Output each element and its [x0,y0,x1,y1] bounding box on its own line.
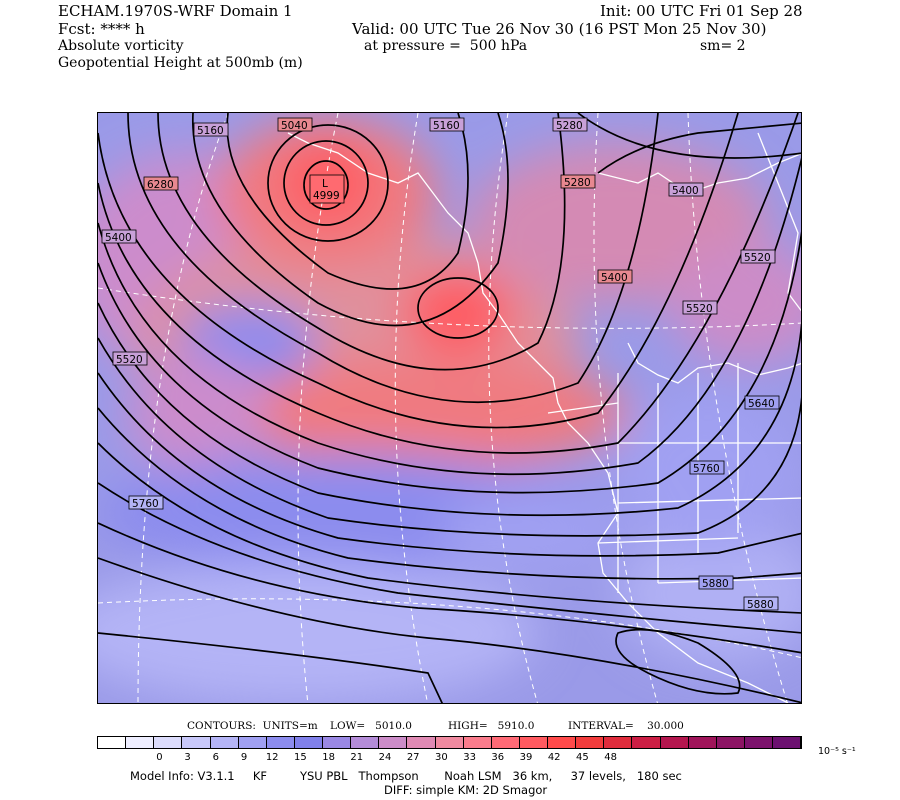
colorbar-tick-label: 33 [463,752,476,763]
vorticity-field [98,113,801,703]
contour-label: 5280 [564,177,591,189]
contour-label: 5880 [702,578,729,590]
contour-label: 5160 [197,125,224,137]
colorbar-tick-label: 39 [519,752,533,763]
colorbar-tick-label: 42 [547,752,561,763]
colorbar-tick-label: 12 [265,752,279,763]
colorbar-units: 10⁻⁵ s⁻¹ [818,746,856,757]
colorbar-swatch [323,737,352,748]
colorbar-tick-label: 21 [350,752,364,763]
model-info: Model Info: V3.1.1 KF YSU PBL Thompson N… [130,769,682,783]
colorbar-swatch [294,737,323,748]
init-time: Init: 00 UTC Fri 01 Sep 28 [600,2,803,20]
contour-label: 5400 [105,232,132,244]
contour-label: 5640 [748,398,775,410]
contour-label: 5520 [116,354,143,366]
contour-label: 5760 [132,498,159,510]
colorbar-swatch [519,737,548,748]
contour-label: 5880 [747,599,774,611]
contours-units: CONTOURS: UNITS=m [187,720,318,732]
low-center-marker: L 4999 [309,174,345,204]
contour-label: 5520 [686,303,713,315]
contour-label: 5760 [693,463,720,475]
colorbar-swatch [154,737,183,748]
colorbar-swatch [407,737,436,748]
contours-low: LOW= 5010.0 [330,720,412,732]
colorbar-tick-label: 3 [184,752,191,763]
low-value: 4999 [313,190,340,202]
colorbar-swatch [126,737,155,748]
colorbar-swatch [632,737,661,748]
map-svg: L 4999 5160 5040 5160 5280 6280 5400 528… [98,113,801,703]
field-geopotential: Geopotential Height at 500mb (m) [58,55,303,71]
pressure-level: at pressure = 500 hPa [364,38,528,54]
contour-label: 5400 [601,272,628,284]
colorbar-tick-label: 48 [604,752,617,763]
colorbar-swatch [604,737,633,748]
contours-high: HIGH= 5910.0 [448,720,535,732]
colorbar-swatch [351,737,380,748]
colorbar-tick-label: 36 [491,752,505,763]
colorbar-swatch [716,737,745,748]
colorbar-tick-label: 6 [212,752,219,763]
smoothing: sm= 2 [700,38,746,54]
valid-time: Valid: 00 UTC Tue 26 Nov 30 (16 PST Mon … [352,20,767,38]
colorbar-swatch [210,737,239,748]
colorbar-tick-label: 18 [322,752,335,763]
contour-label: 5280 [556,120,583,132]
map-panel: L 4999 5160 5040 5160 5280 6280 5400 528… [97,112,802,704]
colorbar-tick-label: 24 [378,752,392,763]
colorbar-swatch [98,737,127,748]
colorbar-swatch [744,737,773,748]
colorbar-swatch [182,737,211,748]
colorbar-swatch [238,737,267,748]
contour-labels: 5160 5040 5160 5280 6280 5400 5280 5400 … [101,117,780,611]
colorbar-swatch [435,737,464,748]
colorbar-swatch [773,737,802,748]
colorbar-tick-label: 27 [406,752,420,763]
colorbar-tick-label: 9 [240,752,248,763]
model-title: ECHAM.1970S-WRF Domain 1 [58,2,293,20]
colorbar-tick-label: 45 [576,752,589,763]
contour-label: 6280 [147,179,174,191]
colorbar-swatch [576,737,605,748]
colorbar-swatch [548,737,577,748]
contours-interval: INTERVAL= 30.000 [568,720,684,732]
diff-info: DIFF: simple KM: 2D Smagor [384,783,548,797]
low-symbol: L [322,178,328,190]
colorbar-tick-label: 0 [156,752,163,763]
field-vorticity: Absolute vorticity [58,38,184,54]
colorbar-tick-label: 15 [294,752,307,763]
colorbar-swatch [688,737,717,748]
colorbar-tick-label: 30 [435,752,448,763]
colorbar-swatch [379,737,408,748]
colorbar-swatch [463,737,492,748]
contour-label: 5160 [433,120,460,132]
contour-label: 5520 [744,252,771,264]
forecast-hour: Fcst: **** h [58,20,145,38]
contour-label: 5040 [281,120,308,132]
contour-label: 5400 [672,185,699,197]
colorbar-swatch [491,737,520,748]
colorbar-swatch [266,737,295,748]
height-contours [98,113,801,703]
colorbar-swatches [97,736,802,749]
colorbar-swatch [660,737,689,748]
